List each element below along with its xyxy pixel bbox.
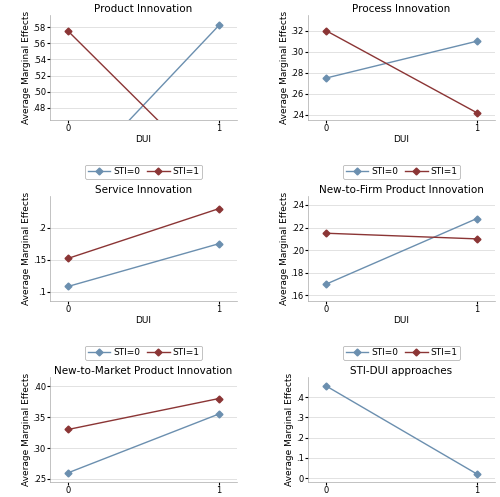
Y-axis label: Average Marginal Effects: Average Marginal Effects (22, 373, 31, 486)
Title: New-to-Firm Product Innovation: New-to-Firm Product Innovation (319, 185, 484, 195)
Title: New-to-Market Product Innovation: New-to-Market Product Innovation (54, 366, 233, 376)
X-axis label: DUI: DUI (394, 135, 409, 144)
X-axis label: DUI: DUI (136, 135, 152, 144)
Title: STI-DUI approaches: STI-DUI approaches (350, 366, 452, 376)
Legend: STI=0, STI=1: STI=0, STI=1 (85, 165, 202, 179)
Title: Service Innovation: Service Innovation (95, 185, 192, 195)
X-axis label: DUI: DUI (136, 316, 152, 325)
Y-axis label: Average Marginal Effects: Average Marginal Effects (280, 192, 289, 305)
Y-axis label: Average Marginal Effects: Average Marginal Effects (280, 11, 289, 124)
Y-axis label: Average Marginal Effects: Average Marginal Effects (286, 373, 294, 486)
X-axis label: DUI: DUI (394, 316, 409, 325)
Y-axis label: Average Marginal Effects: Average Marginal Effects (22, 11, 31, 124)
Legend: STI=0, STI=1: STI=0, STI=1 (343, 345, 460, 360)
Title: Product Innovation: Product Innovation (94, 4, 192, 14)
Legend: STI=0, STI=1: STI=0, STI=1 (343, 165, 460, 179)
Y-axis label: Average Marginal Effects: Average Marginal Effects (22, 192, 32, 305)
Legend: STI=0, STI=1: STI=0, STI=1 (85, 345, 202, 360)
Title: Process Innovation: Process Innovation (352, 4, 450, 14)
